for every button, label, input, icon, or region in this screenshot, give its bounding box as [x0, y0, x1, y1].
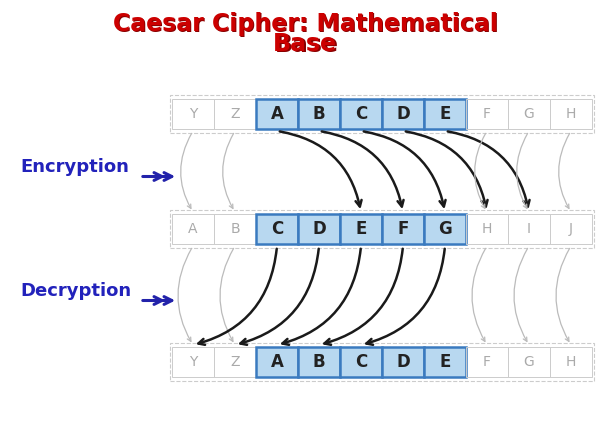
Text: G: G — [438, 220, 452, 238]
Text: D: D — [396, 105, 410, 123]
Text: F: F — [483, 107, 491, 121]
Text: F: F — [397, 220, 409, 238]
FancyBboxPatch shape — [340, 347, 382, 377]
Text: Y: Y — [189, 107, 197, 121]
Text: H: H — [482, 222, 492, 236]
Text: E: E — [439, 105, 451, 123]
Text: D: D — [396, 353, 410, 371]
Text: J: J — [569, 222, 573, 236]
Text: Base: Base — [274, 33, 338, 58]
Text: F: F — [483, 355, 491, 369]
Text: G: G — [524, 355, 535, 369]
Text: Z: Z — [230, 355, 240, 369]
Text: A: A — [271, 105, 284, 123]
FancyBboxPatch shape — [424, 347, 466, 377]
FancyBboxPatch shape — [424, 214, 466, 244]
FancyBboxPatch shape — [256, 347, 298, 377]
FancyBboxPatch shape — [256, 99, 298, 129]
Text: C: C — [355, 105, 367, 123]
Text: H: H — [566, 107, 576, 121]
Text: Caesar Cipher: Mathematical: Caesar Cipher: Mathematical — [114, 13, 499, 37]
Text: B: B — [313, 353, 325, 371]
Text: G: G — [524, 107, 535, 121]
Text: C: C — [271, 220, 283, 238]
Text: E: E — [439, 353, 451, 371]
Text: Y: Y — [189, 355, 197, 369]
Text: H: H — [566, 355, 576, 369]
FancyBboxPatch shape — [298, 99, 340, 129]
FancyBboxPatch shape — [424, 99, 466, 129]
Text: Decryption: Decryption — [20, 282, 131, 301]
Text: Encryption: Encryption — [20, 159, 129, 177]
Text: E: E — [356, 220, 367, 238]
Text: Z: Z — [230, 107, 240, 121]
Text: Caesar Cipher: Mathematical: Caesar Cipher: Mathematical — [112, 12, 497, 36]
FancyBboxPatch shape — [382, 347, 424, 377]
Text: A: A — [271, 353, 284, 371]
Text: A: A — [188, 222, 198, 236]
FancyBboxPatch shape — [340, 214, 382, 244]
FancyBboxPatch shape — [298, 347, 340, 377]
Text: C: C — [355, 353, 367, 371]
FancyBboxPatch shape — [256, 214, 298, 244]
Text: B: B — [313, 105, 325, 123]
FancyBboxPatch shape — [382, 99, 424, 129]
Text: I: I — [527, 222, 531, 236]
Text: D: D — [312, 220, 326, 238]
Text: B: B — [230, 222, 240, 236]
FancyBboxPatch shape — [382, 214, 424, 244]
Text: Base: Base — [273, 32, 337, 56]
FancyBboxPatch shape — [340, 99, 382, 129]
FancyBboxPatch shape — [298, 214, 340, 244]
